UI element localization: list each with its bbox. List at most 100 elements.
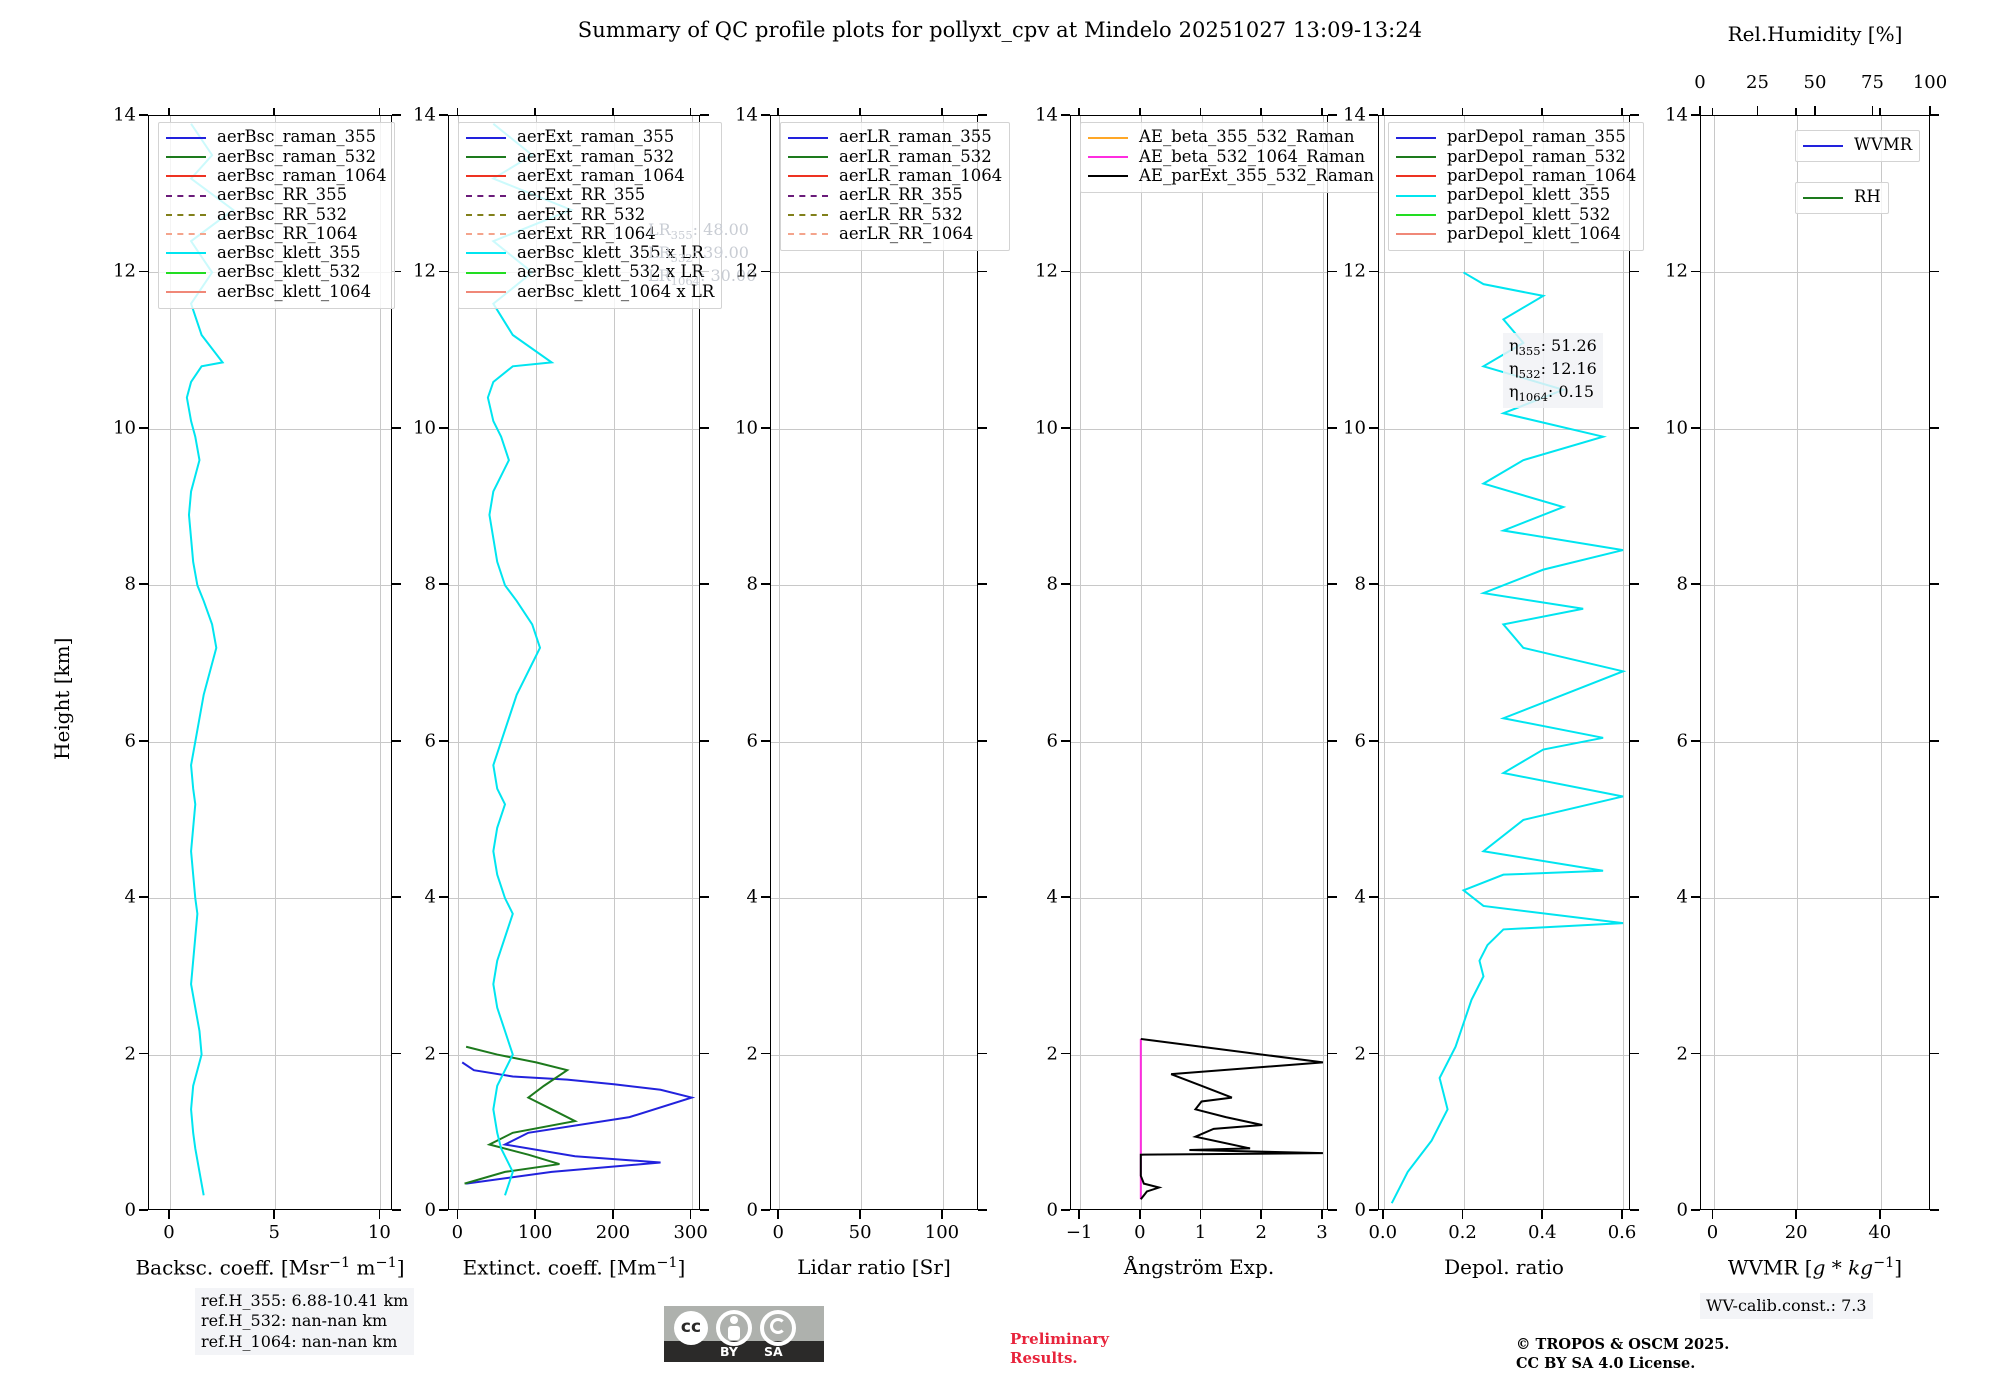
x-tick-mark-top bbox=[273, 108, 275, 115]
legend-angstrom-exponent[interactable]: AE_beta_355_532_Raman AE_beta_532_1064_Ra… bbox=[1080, 122, 1382, 193]
y-tick-mark-right bbox=[1630, 427, 1639, 429]
x-tick-mark bbox=[1321, 1210, 1323, 1219]
legend-label: aerLR_RR_1064 bbox=[839, 223, 974, 243]
legend-lidar-ratio[interactable]: aerLR_raman_355 aerLR_raman_532 aerLR_rama… bbox=[780, 122, 1011, 251]
series-AE_parExt_355_532_Raman bbox=[1139, 1037, 1324, 1200]
top-axis-tick-label: 75 bbox=[1861, 72, 1884, 93]
y-tick-mark bbox=[1061, 270, 1070, 273]
legend-swatch bbox=[466, 194, 506, 197]
legend-item[interactable]: aerBsc_klett_355 bbox=[166, 244, 387, 263]
legend-item[interactable]: aerBsc_klett_1064 x LR bbox=[466, 282, 714, 301]
legend-item[interactable]: aerExt_RR_355 bbox=[466, 186, 714, 205]
y-tick-mark-right bbox=[1328, 583, 1337, 586]
legend-swatch bbox=[1396, 194, 1436, 197]
legend-item[interactable]: parDepol_klett_355 bbox=[1396, 186, 1636, 205]
legend-item[interactable]: AE_beta_355_532_Raman bbox=[1088, 128, 1374, 147]
gridline-h bbox=[1701, 741, 1929, 743]
x-axis-title-wvmr: WVMR [g * kg−1] bbox=[1727, 1255, 1903, 1280]
y-tick-mark bbox=[1061, 114, 1070, 116]
legend-item[interactable]: aerLR_RR_1064 bbox=[788, 224, 1002, 243]
legend-backscatter[interactable]: aerBsc_raman_355 aerBsc_raman_532 aerBsc_r… bbox=[158, 122, 395, 309]
y-tick-label: 10 bbox=[735, 417, 758, 439]
gridline-h bbox=[449, 898, 699, 900]
y-tick-mark bbox=[761, 427, 770, 429]
x-tick-mark bbox=[1260, 1210, 1263, 1219]
legend-item[interactable]: aerExt_RR_1064 bbox=[466, 224, 714, 243]
cc-mark-text: cc bbox=[680, 1317, 702, 1337]
legend-label: aerExt_RR_355 bbox=[517, 185, 646, 205]
top-axis-tick-label: 0 bbox=[1694, 72, 1706, 93]
legend-item[interactable]: aerBsc_raman_355 bbox=[166, 128, 387, 147]
gridline-v bbox=[861, 116, 863, 1209]
legend-item[interactable]: AE_parExt_355_532_Raman bbox=[1088, 167, 1374, 186]
legend-item[interactable]: aerBsc_klett_532 bbox=[166, 263, 387, 282]
legend-label: aerBsc_klett_355 bbox=[217, 243, 361, 263]
y-tick-label: 4 bbox=[1046, 886, 1058, 908]
series-aerExt_raman_355 bbox=[461, 1061, 696, 1185]
x-tick-label: 0 bbox=[772, 1222, 784, 1243]
legend-item[interactable]: aerLR_RR_355 bbox=[788, 186, 1002, 205]
panel-wvmr bbox=[1700, 115, 1930, 1210]
legend-item[interactable]: aerExt_raman_355 bbox=[466, 128, 714, 147]
legend-wvmr[interactable]: WVMR bbox=[1795, 130, 1921, 163]
legend-item[interactable]: parDepol_klett_532 bbox=[1396, 205, 1636, 224]
legend-swatch bbox=[1396, 155, 1436, 158]
y-tick-mark bbox=[1061, 739, 1070, 742]
gridline-h bbox=[1379, 741, 1629, 743]
legend-extinction[interactable]: aerExt_raman_355 aerExt_raman_532 aerExt_r… bbox=[458, 122, 723, 309]
legend-item[interactable]: aerBsc_RR_1064 bbox=[166, 224, 387, 243]
y-tick-mark-right bbox=[978, 427, 987, 429]
legend-item[interactable]: aerLR_raman_1064 bbox=[788, 167, 1002, 186]
x-tick-label: 20 bbox=[1784, 1222, 1808, 1243]
y-tick-label: 8 bbox=[1046, 573, 1058, 595]
legend-rh[interactable]: RH bbox=[1795, 182, 1889, 215]
legend-item[interactable]: aerExt_raman_1064 bbox=[466, 167, 714, 186]
y-tick-mark bbox=[1061, 1209, 1070, 1211]
legend-item[interactable]: aerBsc_raman_532 bbox=[166, 147, 387, 166]
gridline-h bbox=[1071, 898, 1327, 900]
legend-item[interactable]: parDepol_raman_532 bbox=[1396, 147, 1636, 166]
y-tick-mark bbox=[139, 114, 148, 116]
top-axis-tick-label: 25 bbox=[1746, 72, 1769, 93]
x-tick-label: 0.4 bbox=[1527, 1222, 1557, 1243]
legend-item[interactable]: aerLR_RR_532 bbox=[788, 205, 1002, 224]
x-tick-mark bbox=[612, 1210, 614, 1219]
y-tick-mark-right bbox=[1630, 583, 1639, 586]
legend-item[interactable]: aerBsc_klett_355 x LR bbox=[466, 244, 714, 263]
y-tick-mark bbox=[439, 583, 448, 586]
legend-item[interactable]: WVMR bbox=[1803, 136, 1912, 155]
legend-item[interactable]: aerBsc_raman_1064 bbox=[166, 167, 387, 186]
legend-item[interactable]: parDepol_raman_355 bbox=[1396, 128, 1636, 147]
legend-item[interactable]: RH bbox=[1803, 188, 1881, 207]
y-tick-mark bbox=[139, 583, 148, 586]
y-tick-mark-right bbox=[1930, 427, 1939, 429]
legend-item[interactable]: parDepol_klett_1064 bbox=[1396, 224, 1636, 243]
y-tick-label: 14 bbox=[113, 104, 136, 126]
y-tick-label: 2 bbox=[1354, 1043, 1366, 1065]
legend-label: parDepol_klett_1064 bbox=[1447, 223, 1621, 243]
legend-item[interactable]: aerExt_RR_532 bbox=[466, 205, 714, 224]
legend-item[interactable]: parDepol_raman_1064 bbox=[1396, 167, 1636, 186]
y-tick-mark-right bbox=[700, 896, 709, 898]
legend-item[interactable]: aerLR_raman_532 bbox=[788, 147, 1002, 166]
gridline-v bbox=[942, 116, 944, 1209]
legend-item[interactable]: AE_beta_532_1064_Raman bbox=[1088, 147, 1374, 166]
y-tick-mark-right bbox=[978, 1209, 987, 1211]
y-tick-label: 12 bbox=[113, 260, 136, 282]
legend-item[interactable]: aerBsc_klett_532 x LR bbox=[466, 263, 714, 282]
legend-depol-ratio[interactable]: parDepol_raman_355 parDepol_raman_532 parD… bbox=[1388, 122, 1645, 251]
y-tick-mark bbox=[139, 896, 148, 898]
y-tick-label: 0 bbox=[1046, 1199, 1058, 1221]
legend-item[interactable]: aerExt_raman_532 bbox=[466, 147, 714, 166]
y-tick-mark-right bbox=[392, 1052, 401, 1055]
legend-item[interactable]: aerBsc_RR_355 bbox=[166, 186, 387, 205]
legend-item[interactable]: aerLR_raman_355 bbox=[788, 128, 1002, 147]
legend-label: aerBsc_raman_1064 bbox=[217, 165, 387, 185]
legend-item[interactable]: aerBsc_klett_1064 bbox=[166, 282, 387, 301]
y-tick-mark bbox=[439, 1052, 448, 1055]
legend-swatch bbox=[166, 271, 206, 274]
legend-item[interactable]: aerBsc_RR_532 bbox=[166, 205, 387, 224]
x-axis-title-depol-ratio: Depol. ratio bbox=[1444, 1255, 1564, 1279]
legend-label: AE_beta_532_1064_Raman bbox=[1139, 146, 1365, 166]
gridline-h bbox=[1701, 428, 1929, 430]
